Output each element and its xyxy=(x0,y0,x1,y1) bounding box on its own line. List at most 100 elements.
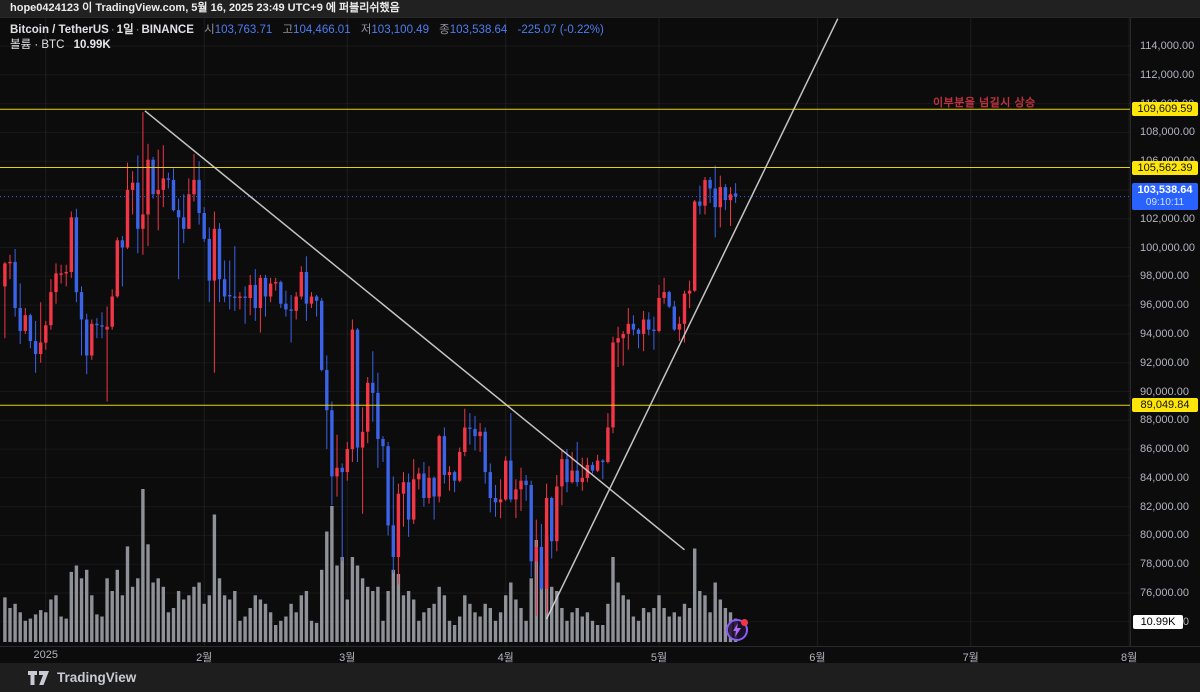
candle xyxy=(529,480,533,578)
trendline-drawings[interactable] xyxy=(144,18,839,620)
price-tick-label: 100,000.00 xyxy=(1140,241,1196,254)
volume-bar xyxy=(320,569,324,643)
volume-bar xyxy=(447,620,452,643)
volume-bar xyxy=(294,612,298,643)
streak-flash-icon[interactable] xyxy=(726,619,748,641)
volume-bar xyxy=(350,557,355,642)
symbol-title[interactable]: Bitcoin / TetherUS xyxy=(10,24,109,36)
volume-bar xyxy=(412,599,416,642)
candle xyxy=(233,246,237,311)
text-drawing-annotation[interactable]: 이부분을 넘길시 상승 xyxy=(933,97,1036,109)
volume-bar xyxy=(376,586,380,643)
candle xyxy=(580,457,584,491)
volume-bar xyxy=(442,595,447,643)
candle xyxy=(3,261,7,339)
change-value: -225.07 (-0.22%) xyxy=(517,24,604,36)
price-tick-label: 98,000.00 xyxy=(1140,270,1189,283)
volume-bar xyxy=(406,591,411,642)
candle xyxy=(498,479,503,519)
candle xyxy=(386,441,390,536)
volume-bar xyxy=(238,620,242,643)
volume-bar xyxy=(33,614,38,642)
volume-bar xyxy=(325,531,329,642)
exchange-label: BINANCE xyxy=(141,24,194,36)
candle xyxy=(595,454,600,473)
volume-bar xyxy=(151,582,155,642)
bar-close-countdown: 09:10:11 xyxy=(1145,196,1185,208)
volume-bar xyxy=(309,620,314,643)
volume-bar xyxy=(432,603,436,643)
candle xyxy=(192,154,196,202)
tradingview-logo[interactable]: TradingView xyxy=(28,670,136,685)
horizontal-gridlines xyxy=(0,45,1130,623)
candle xyxy=(575,441,579,487)
candle xyxy=(371,351,375,422)
price-chart-canvas[interactable] xyxy=(0,18,1130,646)
candle xyxy=(570,451,574,484)
candle xyxy=(258,274,263,333)
candle xyxy=(391,476,395,573)
page-footer: TradingView xyxy=(0,663,1200,692)
volume-bar xyxy=(202,603,206,643)
volume-bar xyxy=(693,548,697,642)
candle xyxy=(115,237,119,298)
candle xyxy=(417,467,421,490)
volume-bar xyxy=(355,565,360,642)
candle xyxy=(473,415,477,451)
candle xyxy=(463,408,467,457)
volume-bar xyxy=(631,616,636,642)
high-label: 고 xyxy=(282,24,294,36)
volume-study-value: 10.99K xyxy=(73,39,111,51)
candle xyxy=(713,165,717,238)
time-axis[interactable]: 2025 2월 3월 4월 5월 6월 7월 8월 xyxy=(0,646,1200,664)
volume-bar xyxy=(248,608,252,642)
candle xyxy=(268,277,273,303)
candle xyxy=(509,413,513,503)
volume-bar xyxy=(141,489,145,642)
vertical-gridlines xyxy=(45,18,1130,646)
volume-bar xyxy=(483,603,487,643)
candle xyxy=(565,449,569,493)
candle xyxy=(120,236,125,287)
candle xyxy=(151,156,155,199)
volume-bar xyxy=(636,620,641,643)
candle xyxy=(478,423,482,452)
legend-volume-row[interactable]: 볼륨 · BTC 10.99K xyxy=(10,38,604,53)
horizontal-level-lines[interactable] xyxy=(0,108,1130,406)
volume-bar xyxy=(243,616,247,642)
candle xyxy=(355,328,360,462)
volume-bar xyxy=(718,599,722,642)
volume-bar xyxy=(28,618,33,642)
candle xyxy=(452,470,457,493)
legend-symbol-row[interactable]: Bitcoin / TetherUS · 1일 · BINANCE 시103,763.7… xyxy=(10,24,604,36)
volume-bar xyxy=(8,608,12,642)
candle xyxy=(381,436,385,462)
candle xyxy=(64,264,68,287)
price-axis[interactable]: 114,000.00112,000.00110,000.00108,000.00… xyxy=(1130,18,1200,646)
volume-bar xyxy=(207,595,211,643)
volume-bar xyxy=(233,591,237,642)
volume-bar xyxy=(187,595,191,643)
candle xyxy=(171,168,176,212)
candle xyxy=(13,249,17,317)
candle xyxy=(621,331,625,366)
candle xyxy=(156,149,160,231)
candle xyxy=(483,427,487,484)
candle xyxy=(217,223,222,303)
tradingview-brand-text: TradingView xyxy=(57,670,137,685)
volume-bar xyxy=(105,578,109,643)
open-value: 103,763.71 xyxy=(214,24,273,36)
volume-bar xyxy=(550,586,554,643)
time-tick-label: 2월 xyxy=(196,652,213,664)
candle xyxy=(412,459,416,524)
candle xyxy=(18,283,22,344)
volume-bar xyxy=(616,582,620,642)
candle xyxy=(44,320,48,350)
candle xyxy=(33,320,38,373)
volume-bar xyxy=(304,591,309,642)
candle xyxy=(647,312,651,336)
volume-bar xyxy=(575,608,579,642)
price-tick-label: 112,000.00 xyxy=(1140,68,1195,81)
time-tick-label: 5월 xyxy=(650,652,668,664)
candle xyxy=(662,277,666,304)
